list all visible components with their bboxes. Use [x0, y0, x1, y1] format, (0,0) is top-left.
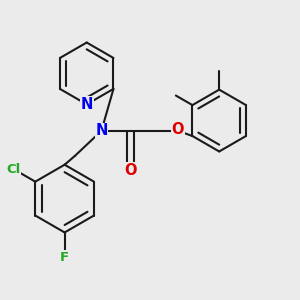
Text: N: N — [80, 97, 93, 112]
Text: F: F — [60, 251, 69, 264]
Text: N: N — [95, 123, 108, 138]
Text: Cl: Cl — [7, 164, 21, 176]
Text: O: O — [172, 122, 184, 137]
Text: O: O — [124, 163, 137, 178]
